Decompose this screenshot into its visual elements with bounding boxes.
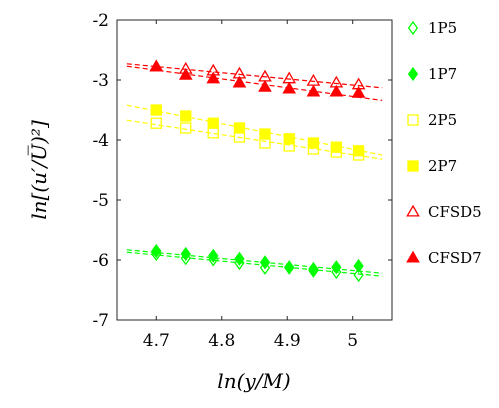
point-2p7-2: [180, 110, 192, 122]
point-1p7-9: [353, 258, 364, 274]
point-cfsd7-3: [206, 71, 221, 84]
x-tick-label: 5: [347, 331, 358, 351]
point-cfsd7-7: [306, 84, 321, 97]
y-tick-label: -7: [92, 311, 109, 331]
y-tick-label: -3: [92, 71, 109, 91]
legend-label-2p5: 2P5: [428, 111, 457, 129]
point-2p7-4: [233, 122, 246, 134]
data-markers: [149, 59, 366, 283]
x-tick-label: 4.9: [274, 331, 301, 351]
legend-label-1p5: 1P5: [428, 19, 457, 37]
point-2p7-5: [259, 128, 271, 140]
x-tick-label: 4.8: [208, 331, 235, 351]
point-1p7-7: [308, 261, 319, 277]
fit-line-cfsd5: [126, 63, 383, 89]
y-axis-title: ln[(u′/U̅)²]: [26, 120, 51, 220]
point-cfsd7-5: [258, 79, 272, 92]
legend-marker-1p7: [407, 66, 419, 82]
legend-marker-2p5: [407, 114, 419, 126]
point-cfsd7-4: [232, 75, 247, 88]
fit-line-2p5: [126, 119, 383, 160]
point-1p5-5: [259, 260, 271, 275]
point-1p7-8: [331, 260, 342, 275]
point-2p7-8: [330, 141, 342, 153]
point-1p7-2: [180, 246, 191, 262]
legend-label-cfsd5: CFSD5: [428, 203, 482, 221]
point-2p7-3: [207, 117, 219, 129]
fit-line-cfsd7: [126, 65, 383, 101]
point-1p7-1: [151, 243, 162, 259]
fit-line-1p7: [126, 249, 383, 274]
point-2p7-6: [283, 133, 295, 145]
point-2p7-9: [352, 145, 365, 157]
point-2p5-2: [180, 122, 192, 134]
legend-label-2p7: 2P7: [428, 157, 457, 175]
point-2p7-1: [150, 104, 162, 116]
point-2p5-1: [150, 117, 162, 129]
point-cfsd7-2: [178, 67, 193, 80]
point-cfsd7-6: [282, 81, 297, 94]
y-tick-label: -4: [92, 131, 109, 151]
point-2p7-7: [307, 137, 320, 149]
x-tick-label: 4.7: [143, 331, 170, 351]
legend-marker-cfsd7: [406, 250, 420, 263]
fit-lines: [126, 63, 383, 277]
legend-marker-2p7: [407, 160, 419, 172]
x-axis-title: ln(y/M): [217, 369, 290, 393]
legend-marker-1p5: [407, 20, 419, 36]
plot-frame: [116, 19, 393, 321]
point-1p7-6: [284, 260, 295, 275]
point-1p7-3: [208, 248, 219, 263]
legend-label-cfsd7: CFSD7: [428, 249, 482, 267]
point-1p7-4: [234, 251, 245, 266]
point-1p5-9: [353, 267, 364, 283]
point-cfsd7-9: [351, 85, 366, 98]
y-tick-label: -5: [92, 191, 109, 211]
point-cfsd7-1: [149, 59, 164, 72]
legend: 1P5 1P7 2P5 2P7 CFSD5 CFSD7: [406, 19, 482, 267]
legend-label-1p7: 1P7: [428, 65, 457, 83]
fit-line-1p5: [126, 251, 383, 277]
y-tick-label: -6: [92, 251, 109, 271]
point-cfsd7-8: [329, 84, 344, 97]
y-tick-label: -2: [92, 11, 109, 31]
point-1p7-5: [259, 255, 271, 270]
legend-marker-cfsd5: [406, 204, 420, 217]
y-axis: -7 -6 -5 -4 -3 -2: [92, 11, 392, 331]
x-axis: 4.7 4.8 4.9 5: [143, 20, 358, 351]
